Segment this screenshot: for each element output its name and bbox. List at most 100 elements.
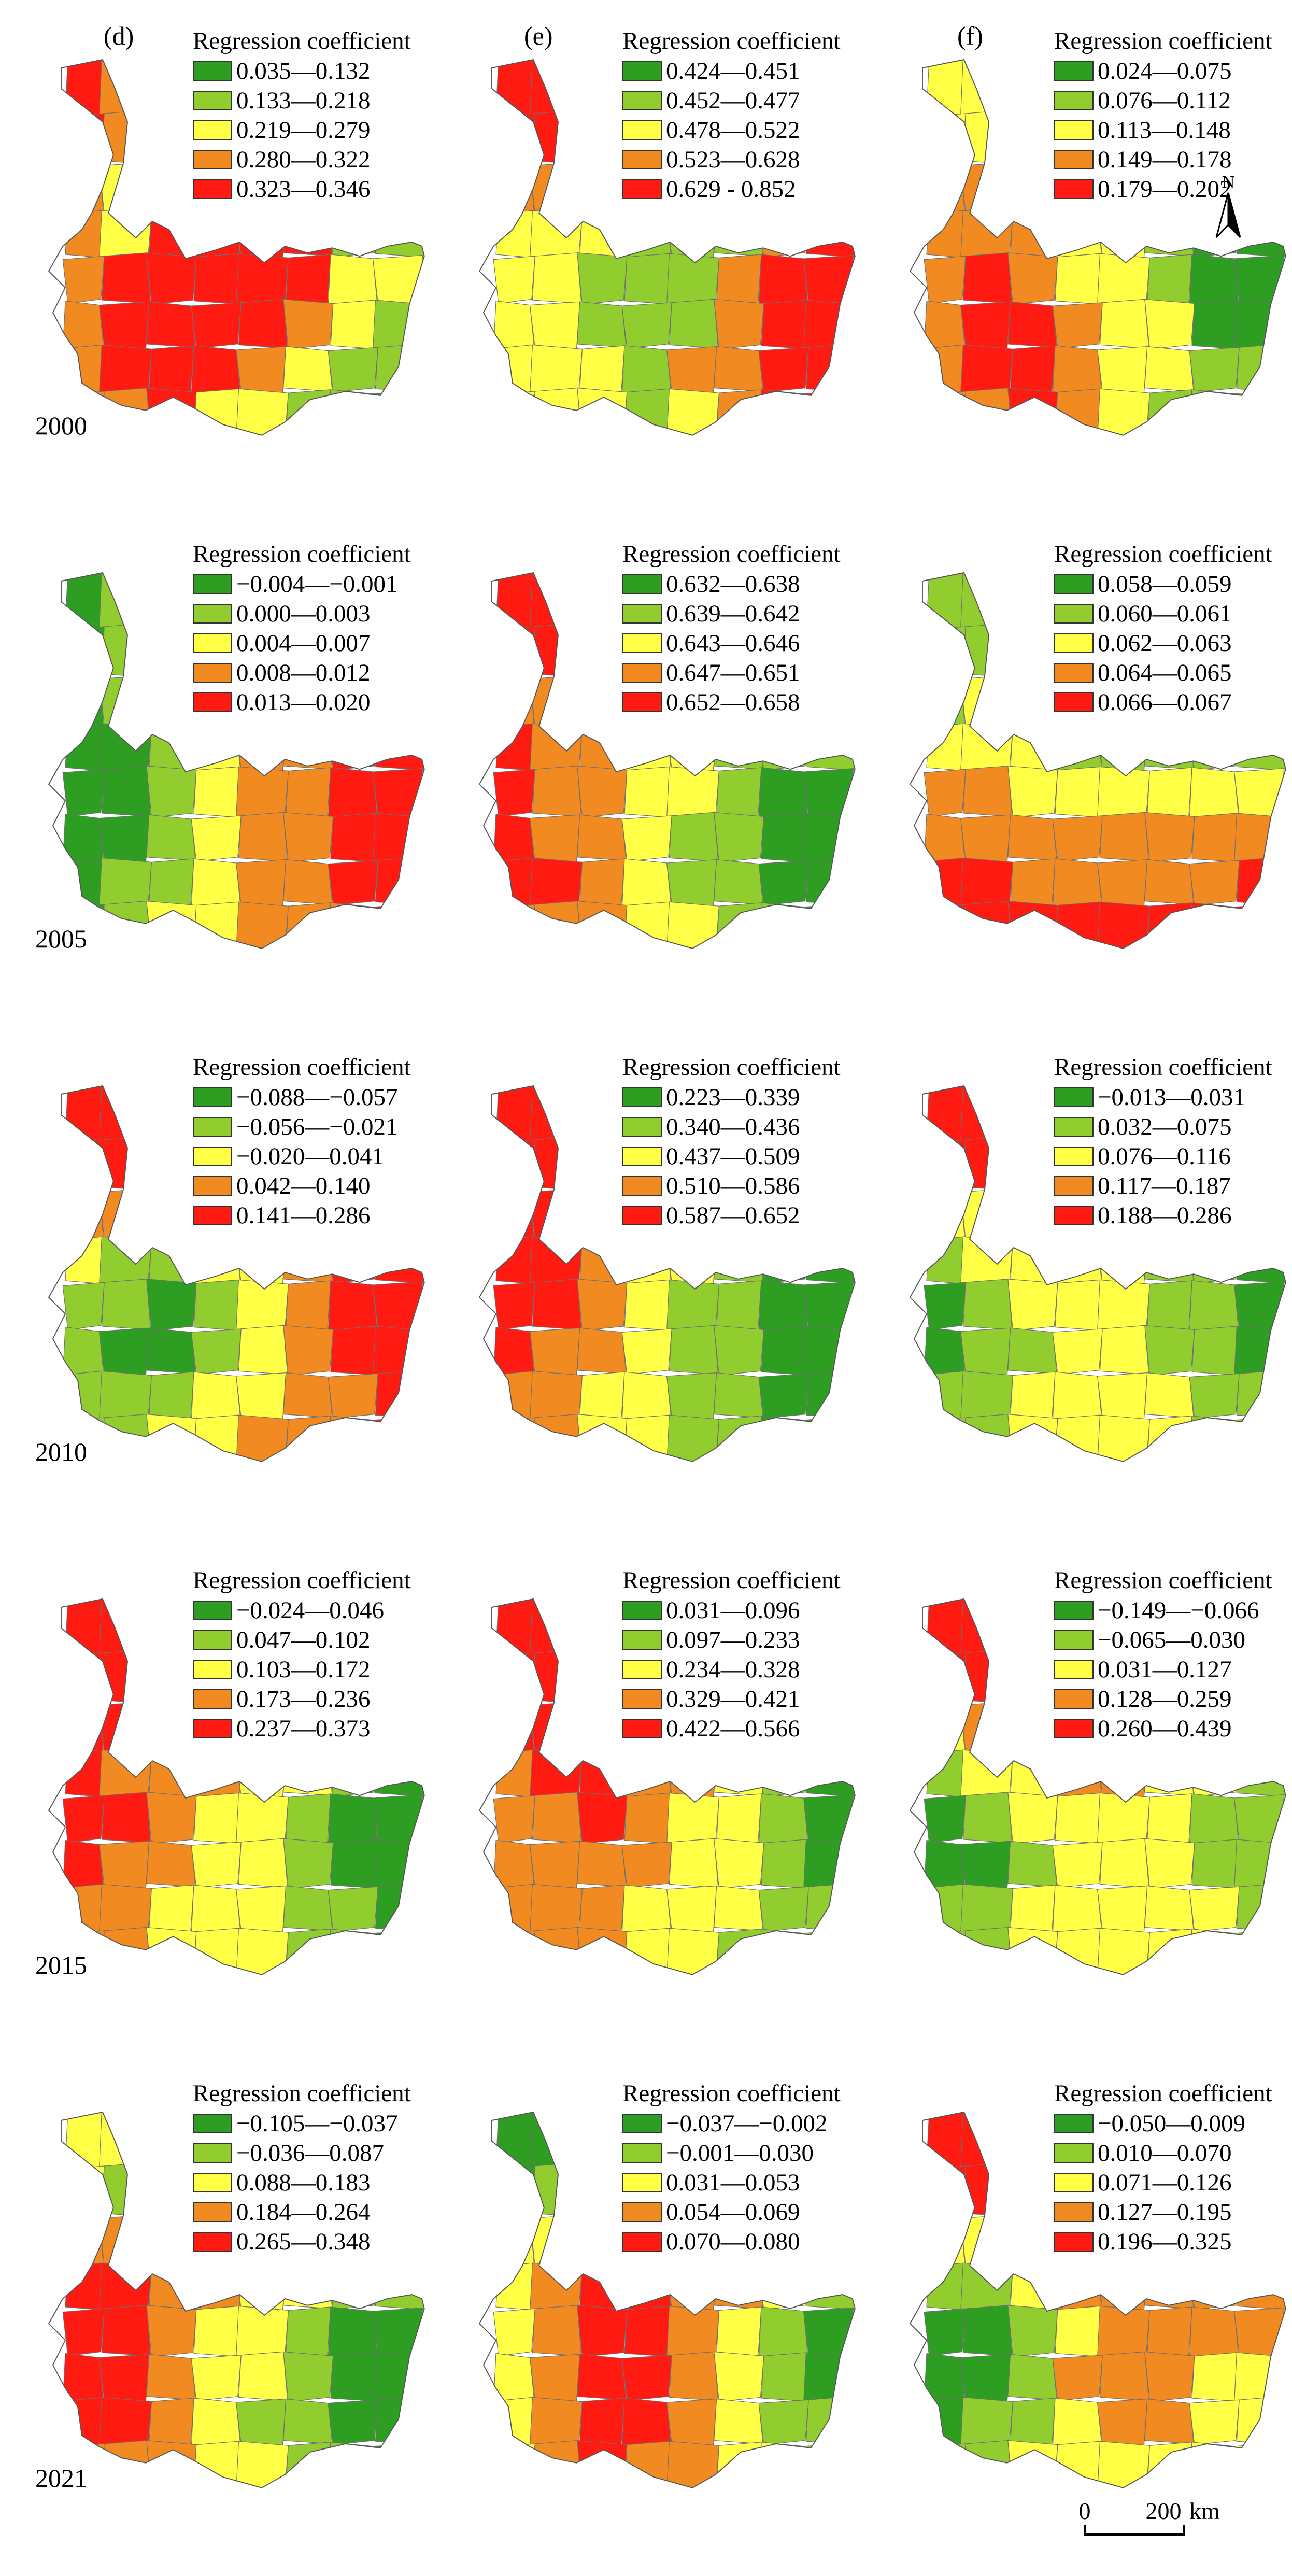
- legend-swatch: [193, 2113, 232, 2133]
- legend-swatch: [193, 1659, 232, 1679]
- county-region: [924, 769, 966, 817]
- province-outline: [478, 2111, 856, 2488]
- county-region: [1144, 812, 1195, 863]
- map-legend: Regression coefficient −0.013—0.031 0.032—…: [1054, 1052, 1292, 1230]
- legend-class-label: 0.035—0.132: [236, 57, 371, 84]
- county-region: [530, 1086, 583, 1143]
- county-region: [146, 1279, 197, 1331]
- county-region: [1097, 2441, 1151, 2488]
- county-region: [960, 210, 1014, 259]
- county-region: [1097, 1238, 1148, 1286]
- legend-entry: 0.076—0.116: [1054, 1141, 1292, 1171]
- choropleth-map: [48, 1085, 425, 1462]
- county-region: [373, 2352, 424, 2403]
- legend-class-label: 0.280—0.322: [236, 146, 371, 173]
- county-region: [805, 2396, 855, 2445]
- legend-swatch: [193, 2202, 232, 2222]
- legend-class-label: 0.652—0.658: [666, 688, 800, 716]
- legend-class-label: 0.070—0.080: [666, 2228, 800, 2255]
- legend-swatch: [622, 2172, 662, 2192]
- county-region: [758, 1239, 809, 1284]
- legend-entry: 0.058—0.059: [1054, 569, 1292, 599]
- county-region: [1147, 2442, 1192, 2488]
- county-region: [372, 768, 423, 819]
- county-region: [1147, 767, 1192, 819]
- county-region: [286, 1416, 331, 1462]
- county-region: [579, 724, 625, 772]
- legend-class-label: 0.133—0.218: [236, 87, 371, 114]
- legend-entry: 0.452—0.477: [622, 86, 861, 115]
- province-outline: [909, 59, 1286, 436]
- county-region: [758, 2306, 808, 2359]
- legend-entry: 0.523—0.628: [622, 145, 861, 174]
- legend-entry: 0.060—0.061: [1054, 599, 1292, 628]
- county-region: [328, 1886, 378, 1932]
- legend-entry: 0.196—0.325: [1054, 2227, 1292, 2256]
- county-region: [1147, 389, 1192, 435]
- county-region: [1189, 726, 1240, 771]
- county-region: [530, 573, 583, 630]
- county-region: [924, 626, 966, 678]
- county-region: [1144, 2351, 1195, 2402]
- county-region: [1233, 390, 1285, 435]
- county-region: [98, 1841, 150, 1891]
- legend-entry: 0.223—0.339: [622, 1082, 861, 1112]
- legend-title: Regression coefficient: [622, 541, 841, 568]
- county-region: [1007, 622, 1058, 678]
- legend-swatch: [1054, 1630, 1094, 1650]
- county-region: [149, 1371, 194, 1421]
- county-region: [532, 387, 582, 435]
- county-region: [101, 252, 151, 304]
- legend-swatch: [1054, 90, 1094, 110]
- legend-class-label: 0.149—0.178: [1098, 146, 1232, 173]
- county-region: [493, 2308, 535, 2357]
- county-region: [1189, 1280, 1239, 1333]
- county-region: [62, 2165, 105, 2217]
- county-region: [375, 1235, 424, 1284]
- legend-entry: 0.008—0.012: [193, 658, 431, 687]
- legend-class-label: 0.042—0.140: [236, 1172, 371, 1199]
- county-region: [493, 626, 535, 678]
- county-region: [146, 1792, 197, 1844]
- legend-swatch: [622, 1659, 662, 1679]
- county-region: [962, 766, 1013, 817]
- county-region: [577, 1136, 628, 1192]
- county-region: [960, 2354, 1011, 2404]
- county-region: [1234, 813, 1286, 864]
- county-region: [960, 814, 1011, 865]
- county-region: [98, 2214, 150, 2270]
- county-region: [146, 1136, 197, 1192]
- legend-class-label: 0.179—0.202: [1098, 175, 1232, 203]
- county-region: [372, 1281, 423, 1333]
- county-region: [1052, 302, 1103, 349]
- legend-entry: −0.004—−0.001: [193, 569, 431, 599]
- legend-entry: 0.179—0.202: [1054, 174, 1292, 204]
- choropleth-map: [478, 2111, 856, 2488]
- legend-class-label: 0.113—0.148: [1098, 116, 1231, 144]
- county-region: [146, 675, 196, 727]
- county-region: [758, 1752, 809, 1797]
- county-region: [149, 2263, 194, 2312]
- legend-swatch: [193, 662, 232, 683]
- legend-class-label: 0.076—0.112: [1098, 87, 1231, 114]
- county-region: [375, 2396, 424, 2445]
- province-outline: [478, 572, 856, 949]
- county-region: [924, 2214, 966, 2270]
- legend-entry: 0.587—0.652: [622, 1200, 861, 1230]
- legend-swatch: [1054, 603, 1094, 624]
- county-region: [328, 2399, 378, 2445]
- county-region: [146, 1841, 196, 1887]
- legend-swatch: [193, 1146, 232, 1166]
- county-region: [62, 1139, 105, 1191]
- county-region: [193, 2441, 244, 2488]
- legend-class-label: 0.237—0.373: [236, 1715, 371, 1742]
- county-region: [1147, 1929, 1192, 1975]
- legend-class-label: 0.032—0.075: [1098, 1113, 1232, 1140]
- legend-swatch: [622, 1176, 662, 1196]
- county-region: [191, 1750, 241, 1800]
- county-region: [924, 256, 966, 304]
- province-outline: [909, 1085, 1286, 1462]
- legend-class-label: 0.058—0.059: [1098, 570, 1232, 598]
- county-region: [98, 1701, 150, 1757]
- legend-title: Regression coefficient: [1054, 541, 1272, 568]
